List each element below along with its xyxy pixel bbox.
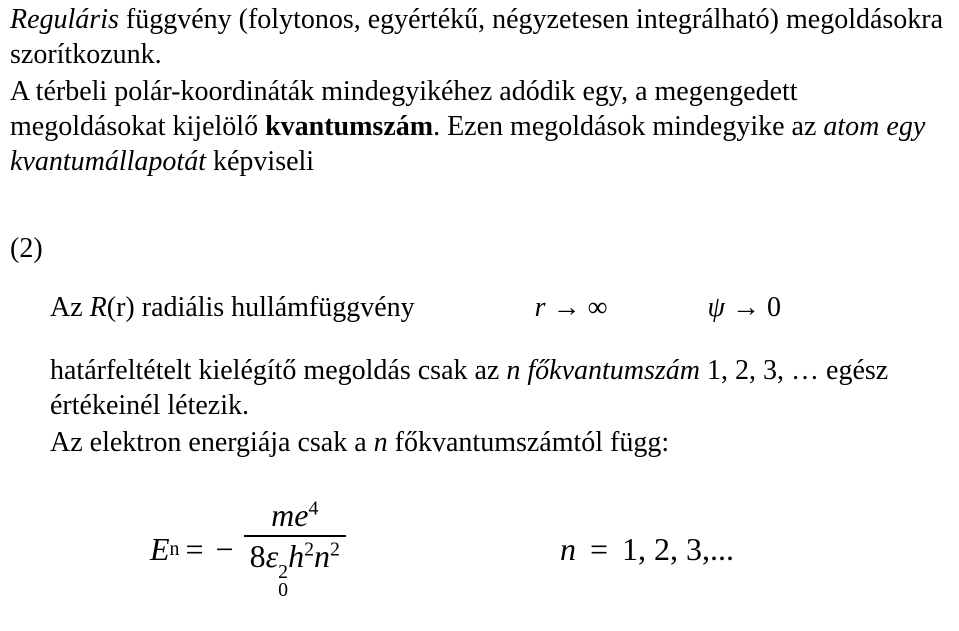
den-eps: ε xyxy=(266,538,279,574)
equation-rhs: n = 1, 2, 3,... xyxy=(560,529,734,569)
rhs-values: 1, 2, 3,... xyxy=(622,531,734,567)
num-zero: 0 xyxy=(767,292,781,323)
page-root: Reguláris függvény (folytonos, egyértékű… xyxy=(0,0,959,600)
equation-lhs: En = − me4 8ε20h2n2 xyxy=(150,498,350,600)
text-end-2: képviseli xyxy=(206,146,314,177)
sym-n-inline: n xyxy=(374,427,388,458)
fraction-numerator: me4 xyxy=(265,498,324,533)
txt-energy-post: főkvantumszámtól függ: xyxy=(388,427,670,458)
indented-content: Az R(r) radiális hullámfüggvény r → ∞ ψ … xyxy=(50,290,949,600)
txt-r-radial: (r) radiális hullámfüggvény xyxy=(107,292,415,323)
sym-R: R xyxy=(90,292,107,323)
text-rest-1: függvény (folytonos, egyértékű, négyzete… xyxy=(10,4,943,70)
word-kvantumszam: kvantumszám xyxy=(265,111,433,142)
txt-az: Az xyxy=(50,292,90,323)
den-8: 8 xyxy=(250,538,266,574)
limit-r-expr: r → ∞ xyxy=(535,290,608,325)
sym-E: E xyxy=(150,529,170,569)
den-n: n xyxy=(314,538,330,574)
paragraph-energy: Az elektron energiája csak a n főkvantum… xyxy=(50,425,949,460)
txt-cond-pre: határfeltételt kielégítő megoldás csak a… xyxy=(50,355,506,386)
eps-sub-0: 0 xyxy=(278,582,288,600)
text-mid-2: . Ezen megoldások mindegyike az xyxy=(433,111,823,142)
section-label: (2) xyxy=(10,231,949,266)
sym-r: r xyxy=(535,292,546,323)
radial-function-row: Az R(r) radiális hullámfüggvény r → ∞ ψ … xyxy=(50,290,949,325)
paragraph-regular: Reguláris függvény (folytonos, egyértékű… xyxy=(10,2,949,72)
arrow-icon-2: → xyxy=(732,292,760,323)
paragraph-kvantumszam: A térbeli polár-koordináták mindegyikéhe… xyxy=(10,74,949,179)
radial-label: Az R(r) radiális hullámfüggvény xyxy=(50,290,415,325)
h-exp-2: 2 xyxy=(304,539,314,561)
den-h: h xyxy=(288,538,304,574)
rhs-n: n xyxy=(560,531,576,567)
limit-psi-expr: ψ → 0 xyxy=(708,290,781,325)
num-me: me xyxy=(271,497,308,533)
phrase-n-fokvantum: n főkvantumszám xyxy=(506,355,700,386)
paragraph-boundary: határfeltételt kielégítő megoldás csak a… xyxy=(50,353,949,423)
energy-equation: En = − me4 8ε20h2n2 n = 1, 2, 3,... xyxy=(150,498,949,600)
fraction-bar xyxy=(244,535,346,537)
infinity-icon: ∞ xyxy=(588,292,608,323)
minus-sign: − xyxy=(216,529,234,569)
sym-psi: ψ xyxy=(708,292,725,323)
arrow-icon: → xyxy=(553,292,581,323)
txt-energy-pre: Az elektron energiája csak a xyxy=(50,427,374,458)
fraction: me4 8ε20h2n2 xyxy=(244,498,346,600)
rhs-equals: = xyxy=(590,531,608,567)
equals-sign: = xyxy=(185,529,203,569)
eps-subsup: 20 xyxy=(278,564,288,600)
section-number: (2) xyxy=(10,233,43,264)
n-exp-2: 2 xyxy=(330,539,340,561)
fraction-denominator: 8ε20h2n2 xyxy=(244,539,346,600)
num-exp-4: 4 xyxy=(308,497,318,519)
word-regularis: Reguláris xyxy=(10,4,119,35)
